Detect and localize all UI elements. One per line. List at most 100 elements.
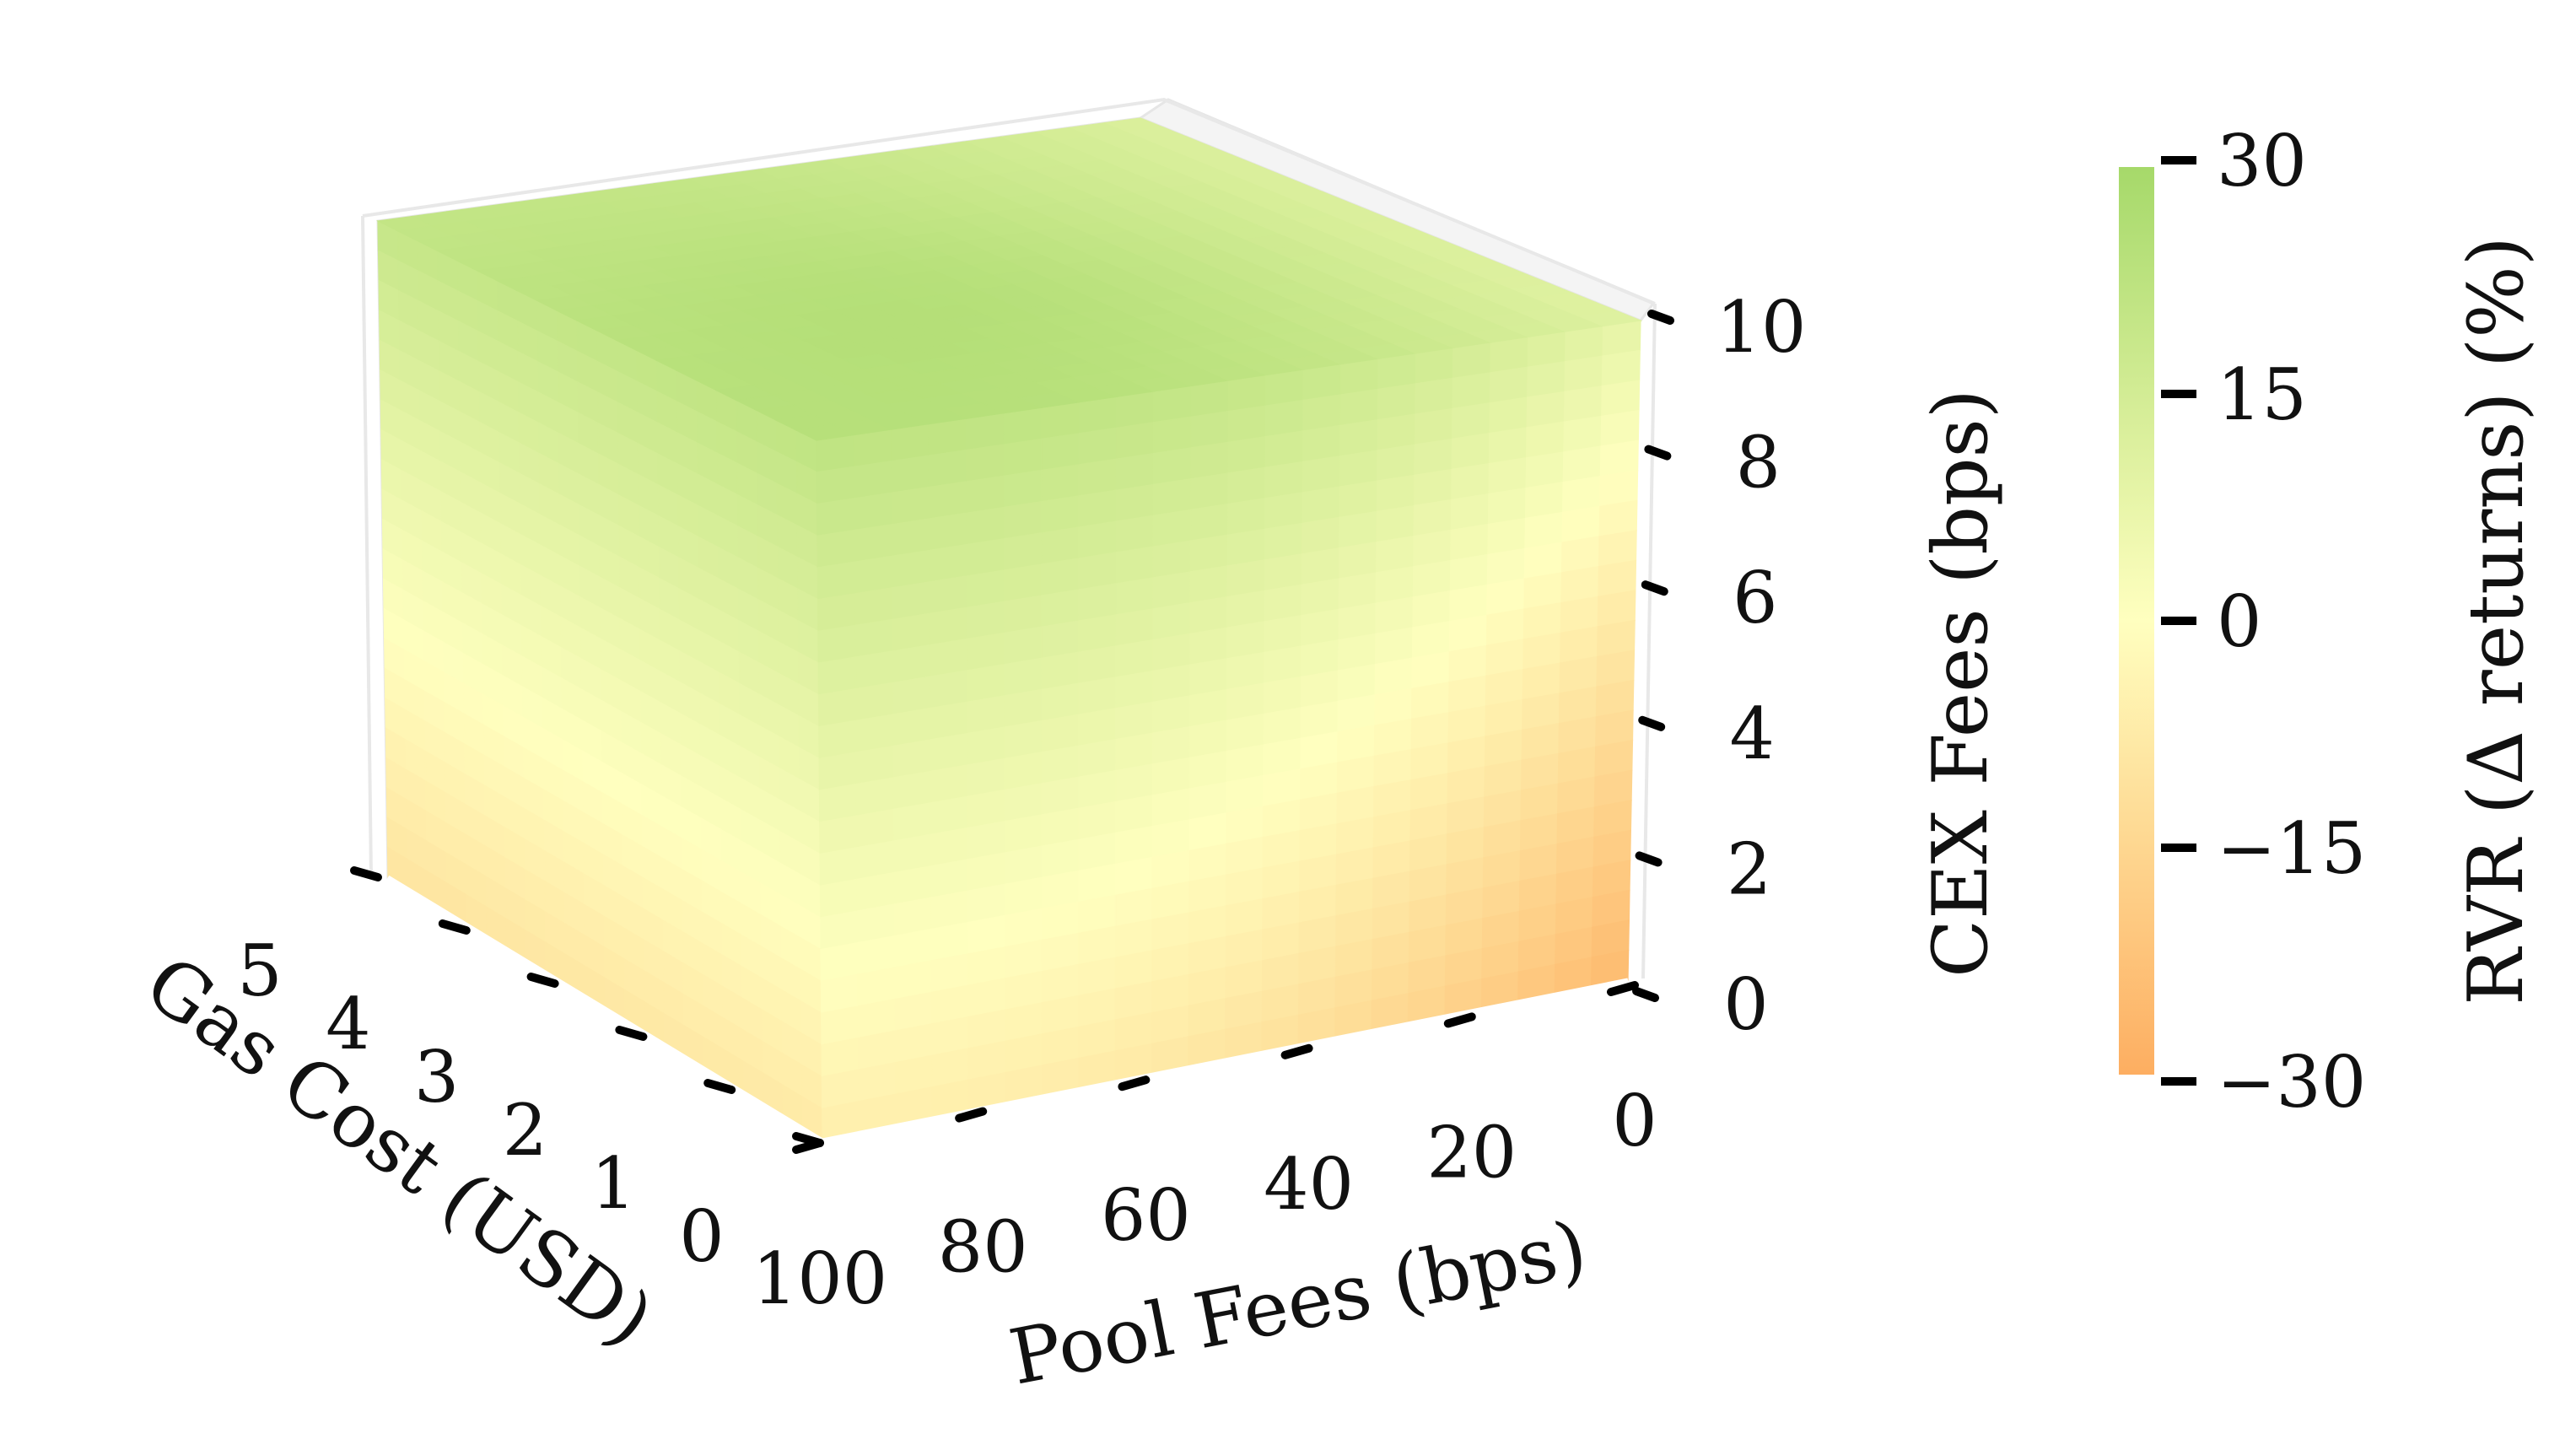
voxel-cell (965, 412, 1005, 451)
voxel-cell (1003, 438, 1043, 477)
voxel-cell (1377, 383, 1416, 421)
voxel-cell (1078, 458, 1117, 497)
voxel-cell (891, 455, 930, 493)
x-axis-tick-label: 0 (1612, 1080, 1657, 1162)
z-axis-tick (1641, 580, 1668, 596)
x-axis-tick-label: 60 (1101, 1174, 1191, 1257)
x-axis-tick (1118, 1075, 1151, 1092)
voxel-cell (854, 586, 893, 627)
voxel-cell (966, 538, 1005, 577)
x-axis-label: Pool Fees (bps) (1003, 1204, 1593, 1402)
voxel-cell (1078, 489, 1117, 528)
colorbar-tick-label: −30 (2217, 1041, 2366, 1124)
voxel-cell (1527, 361, 1566, 398)
voxel-cell (816, 561, 856, 601)
voxel-cell (928, 449, 967, 488)
voxel-cell (1301, 455, 1341, 493)
voxel-cell (1601, 349, 1641, 387)
voxel-cell (929, 512, 967, 552)
voxel-cell (966, 569, 1005, 608)
voxel-cell (1040, 526, 1080, 565)
voxel-cell (1564, 325, 1604, 363)
voxel-cell (854, 460, 892, 499)
y-axis-tick (526, 973, 559, 988)
voxel-cell (966, 475, 1005, 514)
voxel-cell (1302, 363, 1342, 402)
voxel-cell (1190, 441, 1229, 480)
voxel-cell (928, 418, 967, 456)
voxel-cell (1190, 380, 1230, 418)
voxel-cell (1115, 483, 1155, 522)
voxel-cell (1302, 394, 1342, 432)
z-axis-tick-label: 8 (1736, 422, 1781, 504)
y-axis-tick (350, 866, 382, 881)
y-axis-tick-label: 2 (503, 1089, 547, 1172)
pane-edge (362, 97, 1656, 305)
voxel-cell (816, 529, 856, 569)
voxel-cell (1452, 342, 1492, 379)
voxel-cell (1003, 469, 1043, 509)
voxel-cell (1339, 358, 1379, 396)
y-axis-tick (438, 919, 471, 935)
voxel-cell (1265, 369, 1304, 407)
z-axis-tick-label: 4 (1729, 693, 1774, 775)
voxel-cell (1078, 427, 1117, 466)
voxel-cell (1415, 377, 1454, 415)
voxel-cell (854, 492, 893, 531)
voxel-cell (1003, 407, 1043, 445)
voxel-cell (1227, 466, 1266, 505)
colorbar (2119, 167, 2154, 1075)
voxel-cell (1040, 433, 1080, 472)
voxel-cell (1227, 405, 1267, 443)
y-axis-tick-label: 4 (326, 983, 370, 1065)
voxel-cell (854, 524, 893, 563)
colorbar-tick-label: 15 (2217, 353, 2307, 436)
colorbar-tick-label: 0 (2217, 580, 2261, 663)
voxel-cell (816, 434, 855, 473)
x-axis-tick-label: 40 (1264, 1143, 1354, 1226)
voxel-cell (1414, 407, 1453, 445)
voxel-cell (816, 498, 855, 536)
voxel-cell (891, 423, 930, 462)
voxel-cell (1339, 388, 1379, 426)
voxel-cell (1190, 410, 1229, 449)
z-axis-tick (1638, 715, 1666, 731)
x-axis-tick (955, 1107, 988, 1123)
z-axis-tick (1632, 987, 1659, 1002)
y-axis-tick (615, 1026, 648, 1041)
voxel-cell (928, 481, 967, 520)
z-axis-tick-label: 0 (1723, 963, 1768, 1046)
y-axis-tick-label: 0 (679, 1195, 724, 1278)
z-axis-tick-label: 6 (1733, 557, 1777, 639)
voxel-cell (1078, 396, 1117, 434)
voxel-cell (1527, 331, 1566, 368)
voxel-cell (892, 581, 930, 621)
y-axis-tick-label: 1 (590, 1142, 635, 1225)
voxel-cell (892, 549, 930, 589)
colorbar-tick-label: 30 (2217, 120, 2307, 202)
colorbar-ticks: 30 15 0 −15 −30 (2161, 120, 2366, 1124)
voxel-cell (1264, 430, 1304, 468)
voxel-cell (929, 606, 968, 646)
right-face (816, 320, 1641, 1141)
voxel-cell (1003, 501, 1043, 540)
voxel-cell (1040, 402, 1080, 440)
voxel-cell (1040, 495, 1080, 534)
y-axis-tick-label: 3 (414, 1036, 459, 1118)
voxel-cell (929, 543, 967, 583)
voxel-cell (1152, 478, 1192, 516)
voxel-cell (1264, 492, 1303, 530)
voxel-cell (1264, 399, 1304, 438)
voxel-cell (1189, 503, 1229, 542)
voxel-cell (1078, 552, 1117, 590)
voxel-cell (1115, 515, 1154, 553)
voxel-cell (1152, 416, 1192, 455)
voxel-cell (817, 656, 857, 696)
colorbar-label: RVR (Δ returns) (%) (2452, 236, 2541, 1005)
voxel-cell (1489, 396, 1528, 434)
voxel-cell (1003, 532, 1043, 571)
z-axis-tick (1635, 851, 1663, 867)
voxel-cell (1115, 422, 1155, 460)
